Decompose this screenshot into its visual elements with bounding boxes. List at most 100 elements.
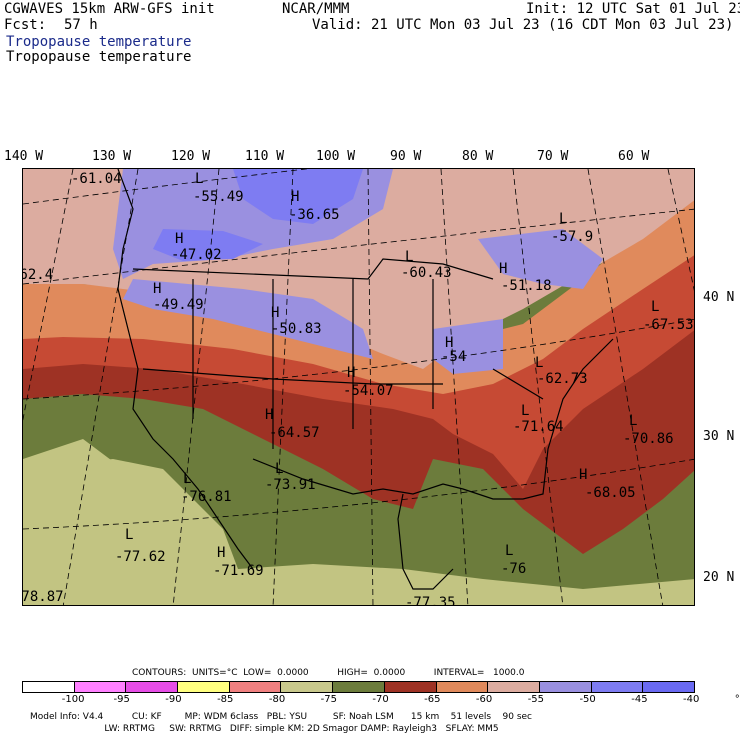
forecast-label: Fcst: (4, 17, 47, 33)
color-scale-tick: -55 (527, 694, 545, 705)
lon-label: 90 W (390, 149, 422, 164)
field-band-lavender (433, 319, 503, 374)
lon-label: 70 W (537, 149, 569, 164)
lon-label: 80 W (462, 149, 494, 164)
temperature-value: -71.69 (213, 563, 264, 579)
graticule-line (23, 208, 694, 285)
low-marker: L (629, 413, 638, 429)
field-title-secondary: Tropopause temperature (6, 49, 192, 65)
low-marker: L (505, 543, 514, 559)
coastlines (117, 169, 614, 590)
valid-time: Valid: 21 UTC Mon 03 Jul 23 (16 CDT Mon … (312, 17, 734, 33)
low-marker: L (559, 211, 568, 227)
temperature-value: -71.64 (513, 419, 564, 435)
temperature-value: -61.04 (71, 171, 122, 187)
color-scale-tick: -85 (217, 694, 234, 705)
forecast-hours: 57 h (64, 17, 98, 33)
model-info-line1: Model Info: V4.4 CU: KF MP: WDM 6class P… (30, 712, 532, 722)
state-boundary (142, 368, 443, 385)
color-swatch (178, 682, 230, 692)
high-marker: H (175, 231, 184, 247)
temperature-value: -50.83 (271, 321, 322, 337)
field-band-blue (153, 229, 263, 261)
graticule-line (23, 169, 74, 422)
color-scale-tick: °C (734, 694, 740, 705)
color-scale-tick: -80 (268, 694, 286, 705)
temperature-value: -64.57 (269, 425, 320, 441)
lon-label: 140 W (4, 149, 44, 164)
color-swatch (126, 682, 179, 692)
temperature-value: -54 (441, 349, 467, 365)
color-scale-tick: -90 (165, 694, 182, 705)
lon-label: 100 W (316, 149, 356, 164)
temperature-value: -67.53 (643, 317, 694, 333)
field-band-orange (23, 190, 694, 394)
color-swatch (229, 682, 282, 692)
org-label: NCAR/MMM (282, 1, 350, 17)
contour-info: CONTOURS: UNITS=°C LOW= 0.0000 HIGH= 0.0… (132, 668, 525, 678)
lon-label: 130 W (92, 149, 132, 164)
field-band-light-olive (23, 439, 143, 529)
temperature-value: -77.35 (405, 595, 456, 606)
gulf-and-east-coastline (252, 338, 614, 500)
west-coastline (117, 169, 254, 570)
color-scale-tick: -50 (579, 694, 596, 705)
temperature-value: -77.62 (115, 549, 166, 565)
temperature-value: -57.9 (551, 229, 594, 245)
mexico-coastline (397, 493, 454, 590)
graticule-line (62, 169, 139, 605)
color-swatch (488, 682, 540, 692)
temperature-value: -47.02 (171, 247, 222, 263)
map-panel: -61.04 L -55.49 H -36.65 L -57.9 H -47.0… (22, 168, 695, 606)
graticule-line (367, 169, 374, 605)
high-marker: H (153, 281, 162, 297)
color-swatch (436, 682, 489, 692)
temperature-value: -62.4 (23, 267, 54, 283)
temperature-value: -49.49 (153, 297, 204, 313)
graticule (23, 169, 694, 605)
temperature-value: -55.49 (193, 189, 244, 205)
lat-label: 30 N (703, 429, 735, 444)
high-marker: H (291, 189, 300, 205)
color-swatch (539, 682, 592, 692)
color-scale-tick: -40 (683, 694, 700, 705)
graticule-line (587, 169, 664, 605)
field-band-lavender (478, 229, 603, 289)
graticule-line (23, 318, 694, 400)
temperature-value: -76 (501, 561, 527, 577)
temperature-value: -70.86 (623, 431, 674, 447)
temperature-value: -78.87 (22, 589, 64, 605)
lon-label: 120 W (171, 149, 211, 164)
high-marker: H (271, 305, 280, 321)
temperature-value: -76.81 (181, 489, 232, 505)
color-scale-tick: -95 (113, 694, 130, 705)
lon-label: 110 W (245, 149, 285, 164)
field-band-lavender (123, 279, 373, 359)
color-scale-tick: -60 (475, 694, 493, 705)
color-swatch (74, 682, 127, 692)
lon-label: 60 W (618, 149, 650, 164)
color-swatch (333, 682, 385, 692)
lat-label: 40 N (703, 290, 735, 305)
high-marker: H (579, 467, 588, 483)
model-info-line2: LW: RRTMG SW: RRTMG DIFF: simple KM: 2D … (30, 724, 499, 734)
graticule-line (440, 169, 469, 605)
low-marker: L (195, 171, 204, 187)
color-scale-tick: -70 (372, 694, 389, 705)
temperature-field (23, 169, 694, 605)
graticule-line (172, 169, 220, 605)
low-marker: L (521, 403, 530, 419)
state-boundary (492, 368, 544, 400)
temperature-value: -62.73 (537, 371, 588, 387)
temperature-value: -73.91 (265, 477, 316, 493)
high-marker: H (347, 365, 356, 381)
low-marker: L (275, 461, 284, 477)
color-scale-tick: -45 (631, 694, 648, 705)
graticule-line (512, 169, 564, 605)
temperature-value: -68.05 (585, 485, 636, 501)
color-swatch (591, 682, 644, 692)
graticule-line (272, 169, 294, 605)
color-swatch (281, 682, 334, 692)
temperature-value: -60.43 (401, 265, 452, 281)
low-marker: L (183, 471, 192, 487)
